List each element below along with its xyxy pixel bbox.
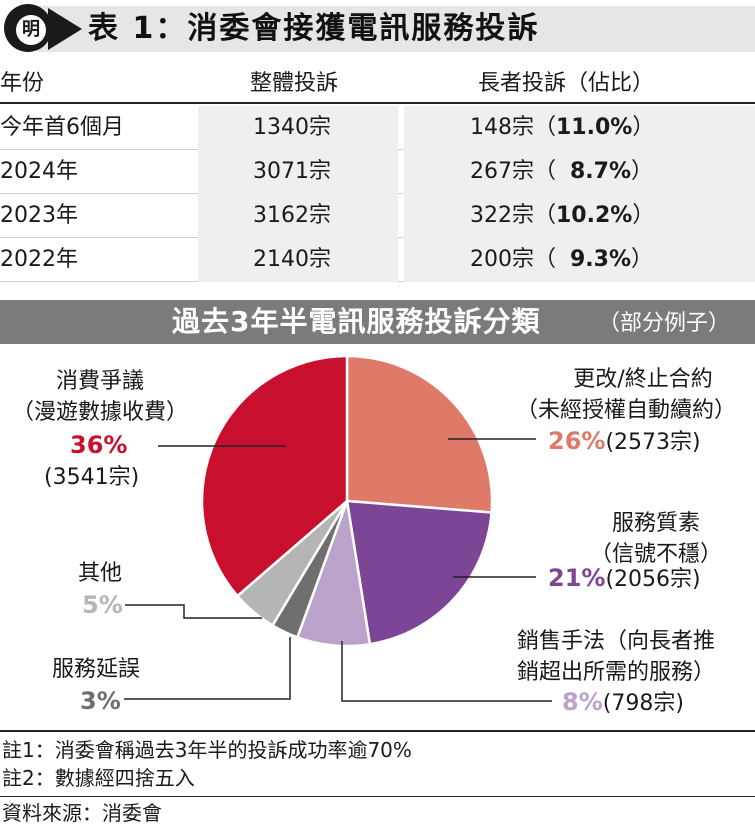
elderly-count: 267宗（ <box>470 159 556 184</box>
slice-label-line: 服務質素 <box>612 511 701 536</box>
row-total: 3162宗 <box>253 203 331 228</box>
cell-bg <box>404 238 755 282</box>
leader-line-sales <box>341 641 552 702</box>
slice-label-dispute: 消費爭議 （漫遊數據收費） <box>12 366 188 428</box>
logo-char: 明 <box>22 19 40 40</box>
pie-slice-dispute <box>200 354 349 598</box>
slice-label-other: 其他 <box>78 558 122 589</box>
row-total: 1340宗 <box>253 115 331 140</box>
logo-inner-circle: 明 <box>16 15 46 45</box>
row-total: 2140宗 <box>253 247 331 272</box>
header: 明 表 1：消委會接獲電訊服務投訴 <box>0 0 755 58</box>
note-2: 註2：數據經四捨五入 <box>2 766 195 790</box>
row-period: 2023年 <box>0 203 78 228</box>
slice-percent: 21% <box>548 564 606 592</box>
slice-value-delay: 3% <box>80 686 121 718</box>
slice-count: (2573宗) <box>605 430 701 455</box>
logo-arrow <box>48 8 82 50</box>
slice-count-dispute: (3541宗) <box>44 462 139 493</box>
leader-line-delay <box>124 637 291 700</box>
slice-value-contract: 26%(2573宗) <box>548 426 701 458</box>
newspaper-logo: 明 <box>4 4 52 52</box>
column-header-total: 整體投訴 <box>250 71 339 96</box>
header-band <box>38 6 755 52</box>
slice-value-dispute: 36% <box>70 430 127 462</box>
cell-bg <box>404 150 755 194</box>
slice-label-line: 消費爭議 <box>56 369 145 394</box>
slice-count: (798宗) <box>602 691 684 716</box>
leader-line-other <box>125 604 262 619</box>
cell-bg <box>198 150 398 194</box>
slice-label-line: 更改/終止合約 <box>573 367 713 392</box>
elderly-close: ） <box>632 203 655 228</box>
slice-label-line: 銷售手法（向長者推 <box>517 629 716 654</box>
slice-percent: 8% <box>562 688 603 716</box>
pie-slice-quality <box>345 499 493 646</box>
elderly-close: ） <box>631 159 654 184</box>
row-period: 今年首6個月 <box>0 115 124 140</box>
cell-bg <box>198 238 398 282</box>
cell-bg <box>404 194 755 238</box>
chart-subtitle: （部分例子） <box>598 311 731 336</box>
table-header-row: 年份 整體投訴 長者投訴（佔比） <box>0 62 755 104</box>
slice-value-other: 5% <box>82 590 123 622</box>
slice-label-line: 服務延誤 <box>52 657 141 682</box>
slice-percent: 26% <box>548 427 606 455</box>
elderly-count: 200宗（ <box>470 247 556 272</box>
column-header-elderly: 長者投訴（佔比） <box>478 71 655 96</box>
notes-divider <box>0 730 755 732</box>
row-elderly: 148宗（11.0%） <box>470 114 654 142</box>
note-1: 註1：消委會稱過去3年半的投訴成功率逾70% <box>2 738 412 762</box>
elderly-close: ） <box>632 115 655 140</box>
slice-label-line: （漫遊數據收費） <box>12 400 189 425</box>
source: 資料來源：消委會 <box>2 801 162 825</box>
chart-title: 過去3年半電訊服務投訴分類 <box>172 305 541 338</box>
row-period: 2024年 <box>0 159 78 184</box>
elderly-count: 322宗（ <box>470 203 556 228</box>
cell-bg <box>404 106 755 150</box>
slice-count: (2056宗) <box>605 567 701 592</box>
cell-bg <box>198 106 398 150</box>
pie-slice-contract <box>345 354 494 514</box>
slice-percent: 3% <box>80 687 121 715</box>
elderly-share: 11.0% <box>556 115 633 140</box>
chart-section-band: 過去3年半電訊服務投訴分類 （部分例子） <box>0 300 755 344</box>
row-elderly: 200宗（ 9.3%） <box>470 246 653 274</box>
slice-value-quality: 21%(2056宗) <box>548 563 701 595</box>
source-divider <box>0 796 755 797</box>
cell-bg <box>198 194 398 238</box>
elderly-share: 9.3% <box>570 247 632 272</box>
table-row: 今年首6個月 1340宗 148宗（11.0%） <box>0 106 755 150</box>
slice-label-sales: 銷售手法（向長者推 銷超出所需的服務） <box>517 626 715 688</box>
row-elderly: 322宗（10.2%） <box>470 202 654 230</box>
slice-label-line: （信號不穩） <box>590 542 723 567</box>
slice-label-line: （未經授權自動續約） <box>516 398 737 423</box>
pie-chart: 更改/終止合約 （未經授權自動續約） 26%(2573宗) 服務質素 （信號不穩… <box>0 344 755 724</box>
table-title: 表 1：消委會接獲電訊服務投訴 <box>88 11 540 46</box>
slice-label-delay: 服務延誤 <box>52 654 140 685</box>
row-period: 2022年 <box>0 247 78 272</box>
slice-value-sales: 8%(798宗) <box>562 687 684 719</box>
slice-label-quality: 服務質素 （信號不穩） <box>590 508 722 570</box>
row-elderly: 267宗（ 8.7%） <box>470 158 653 186</box>
pie-chart-svg <box>124 354 552 702</box>
slice-percent: 5% <box>82 591 123 619</box>
elderly-share: 8.7% <box>570 159 632 184</box>
slice-percent: 36% <box>70 431 128 459</box>
elderly-count: 148宗（ <box>470 115 556 140</box>
slice-label-contract: 更改/終止合約 （未經授權自動續約） <box>516 364 736 426</box>
column-header-year: 年份 <box>0 71 45 96</box>
row-total: 3071宗 <box>253 159 331 184</box>
table-row: 2023年 3162宗 322宗（10.2%） <box>0 194 755 238</box>
slice-count: (3541宗) <box>44 465 140 490</box>
elderly-share: 10.2% <box>556 203 633 228</box>
elderly-close: ） <box>631 247 654 272</box>
table-row: 2024年 3071宗 267宗（ 8.7%） <box>0 150 755 194</box>
table-row: 2022年 2140宗 200宗（ 9.3%） <box>0 238 755 282</box>
slice-label-line: 其他 <box>78 561 123 586</box>
slice-label-line: 銷超出所需的服務） <box>517 660 716 685</box>
